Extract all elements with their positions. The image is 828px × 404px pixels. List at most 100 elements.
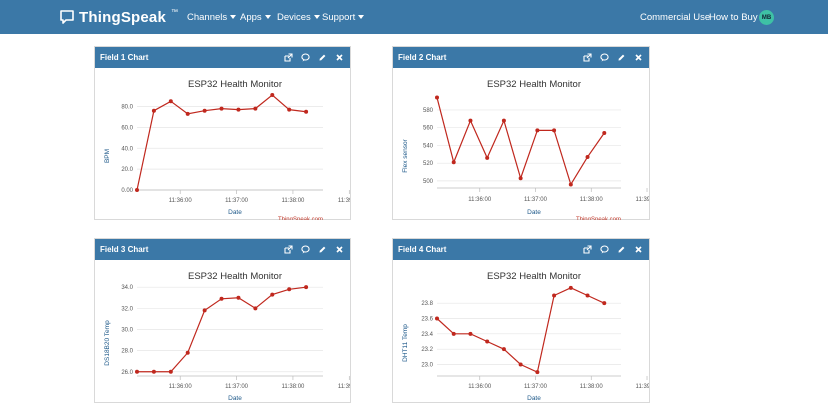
- brand-trademark: ™: [171, 8, 179, 16]
- data-point[interactable]: [151, 369, 156, 374]
- x-tick-label: 11:36:00: [169, 198, 193, 204]
- data-point[interactable]: [451, 160, 456, 165]
- y-tick-label: 580: [423, 108, 434, 114]
- data-point[interactable]: [253, 306, 258, 311]
- data-point[interactable]: [219, 296, 224, 301]
- data-point[interactable]: [435, 316, 439, 321]
- data-point[interactable]: [585, 154, 590, 159]
- data-point[interactable]: [219, 106, 224, 111]
- data-point[interactable]: [151, 108, 156, 113]
- data-point[interactable]: [253, 106, 258, 111]
- nav-support[interactable]: Support: [322, 0, 365, 34]
- data-point[interactable]: [501, 118, 506, 123]
- panel-toolbar: [284, 239, 344, 260]
- chart-title: ESP32 Health Monitor: [188, 271, 282, 282]
- data-point[interactable]: [552, 293, 557, 298]
- data-point[interactable]: [518, 176, 523, 181]
- panel-header: Field 4 Chart: [393, 239, 649, 260]
- nav-support-label: Support: [322, 11, 356, 23]
- field-1-chart: ESP32 Health Monitor 0.00 20.0 40.0 60.0 80.0…: [104, 79, 350, 220]
- chevron-down-icon: [264, 15, 271, 19]
- y-tick-label: 60.0: [121, 125, 133, 131]
- data-point[interactable]: [535, 370, 540, 375]
- nav-channels-label: Channels: [187, 11, 228, 23]
- data-point[interactable]: [304, 109, 309, 114]
- thingspeak-credit-link[interactable]: ThingSpeak.com: [576, 217, 621, 220]
- data-point[interactable]: [501, 347, 506, 352]
- data-point[interactable]: [168, 99, 173, 104]
- data-point[interactable]: [518, 362, 523, 367]
- data-point[interactable]: [202, 308, 207, 313]
- x-tick-label: 11:36:00: [169, 384, 193, 390]
- x-tick-label: 11:36:00: [468, 197, 492, 203]
- panel-title: Field 3 Chart: [100, 245, 149, 254]
- how-to-buy-link[interactable]: How to Buy: [709, 0, 758, 34]
- data-point[interactable]: [602, 131, 607, 136]
- pencil-icon[interactable]: [617, 53, 626, 62]
- close-icon[interactable]: [634, 245, 643, 254]
- comment-icon[interactable]: [600, 53, 609, 62]
- chevron-down-icon: [358, 15, 365, 19]
- external-link-icon[interactable]: [284, 53, 293, 62]
- data-point[interactable]: [236, 295, 241, 300]
- data-point[interactable]: [236, 107, 241, 112]
- close-icon[interactable]: [634, 53, 643, 62]
- y-tick-label: 32.0: [121, 306, 133, 312]
- data-point[interactable]: [135, 369, 139, 374]
- field-4-chart-panel: Field 4 Chart ESP32 Health Monitor 23.0 23…: [392, 238, 650, 403]
- nav-channels[interactable]: Channels: [187, 0, 237, 34]
- chevron-down-icon: [313, 15, 320, 19]
- y-tick-label: 30.0: [121, 327, 133, 333]
- comment-icon[interactable]: [600, 245, 609, 254]
- data-point[interactable]: [485, 155, 490, 160]
- data-point[interactable]: [287, 287, 292, 292]
- data-point[interactable]: [585, 293, 590, 298]
- field-3-chart-panel: Field 3 Chart ESP32 Health Monitor 26.0 28…: [94, 238, 351, 403]
- data-point[interactable]: [552, 128, 557, 133]
- data-point[interactable]: [185, 111, 190, 116]
- comment-icon[interactable]: [301, 245, 310, 254]
- data-point[interactable]: [270, 93, 275, 98]
- chevron-down-icon: [230, 15, 237, 19]
- data-point[interactable]: [287, 107, 292, 112]
- data-point[interactable]: [168, 369, 173, 374]
- data-point[interactable]: [451, 331, 456, 336]
- data-point[interactable]: [270, 292, 275, 297]
- y-axis-label: Flex sensor: [402, 138, 409, 172]
- data-point[interactable]: [602, 301, 607, 306]
- comment-icon[interactable]: [301, 53, 310, 62]
- close-icon[interactable]: [335, 53, 344, 62]
- data-point[interactable]: [568, 182, 573, 187]
- x-tick-label: 11:36:00: [468, 384, 492, 390]
- thingspeak-logo[interactable]: ThingSpeak ™: [59, 6, 178, 28]
- data-point[interactable]: [135, 188, 139, 192]
- y-tick-label: 0.00: [121, 188, 133, 194]
- chart-title: ESP32 Health Monitor: [487, 79, 581, 90]
- data-point[interactable]: [435, 95, 439, 100]
- data-point[interactable]: [304, 285, 309, 290]
- external-link-icon[interactable]: [583, 245, 592, 254]
- data-point[interactable]: [568, 285, 573, 290]
- close-icon[interactable]: [335, 245, 344, 254]
- data-point[interactable]: [202, 108, 207, 113]
- pencil-icon[interactable]: [318, 53, 327, 62]
- data-point[interactable]: [468, 118, 473, 123]
- data-point[interactable]: [468, 331, 473, 336]
- external-link-icon[interactable]: [284, 245, 293, 254]
- field-3-chart: ESP32 Health Monitor 26.0 28.0 30.0 32.0 34.0…: [104, 271, 350, 402]
- how-to-buy-label: How to Buy: [709, 11, 758, 23]
- data-point[interactable]: [485, 339, 490, 344]
- nav-devices[interactable]: Devices: [277, 0, 320, 34]
- x-tick-label: 11:39:00: [338, 384, 350, 390]
- commercial-use-link[interactable]: Commercial Use: [640, 0, 710, 34]
- nav-apps[interactable]: Apps: [240, 0, 271, 34]
- external-link-icon[interactable]: [583, 53, 592, 62]
- x-axis-label: Date: [228, 395, 242, 402]
- thingspeak-credit-link[interactable]: ThingSpeak.com: [278, 217, 323, 220]
- data-point[interactable]: [535, 128, 540, 133]
- avatar[interactable]: MB: [759, 10, 774, 25]
- pencil-icon[interactable]: [617, 245, 626, 254]
- pencil-icon[interactable]: [318, 245, 327, 254]
- data-point[interactable]: [185, 350, 190, 355]
- x-axis-label: Date: [527, 209, 541, 216]
